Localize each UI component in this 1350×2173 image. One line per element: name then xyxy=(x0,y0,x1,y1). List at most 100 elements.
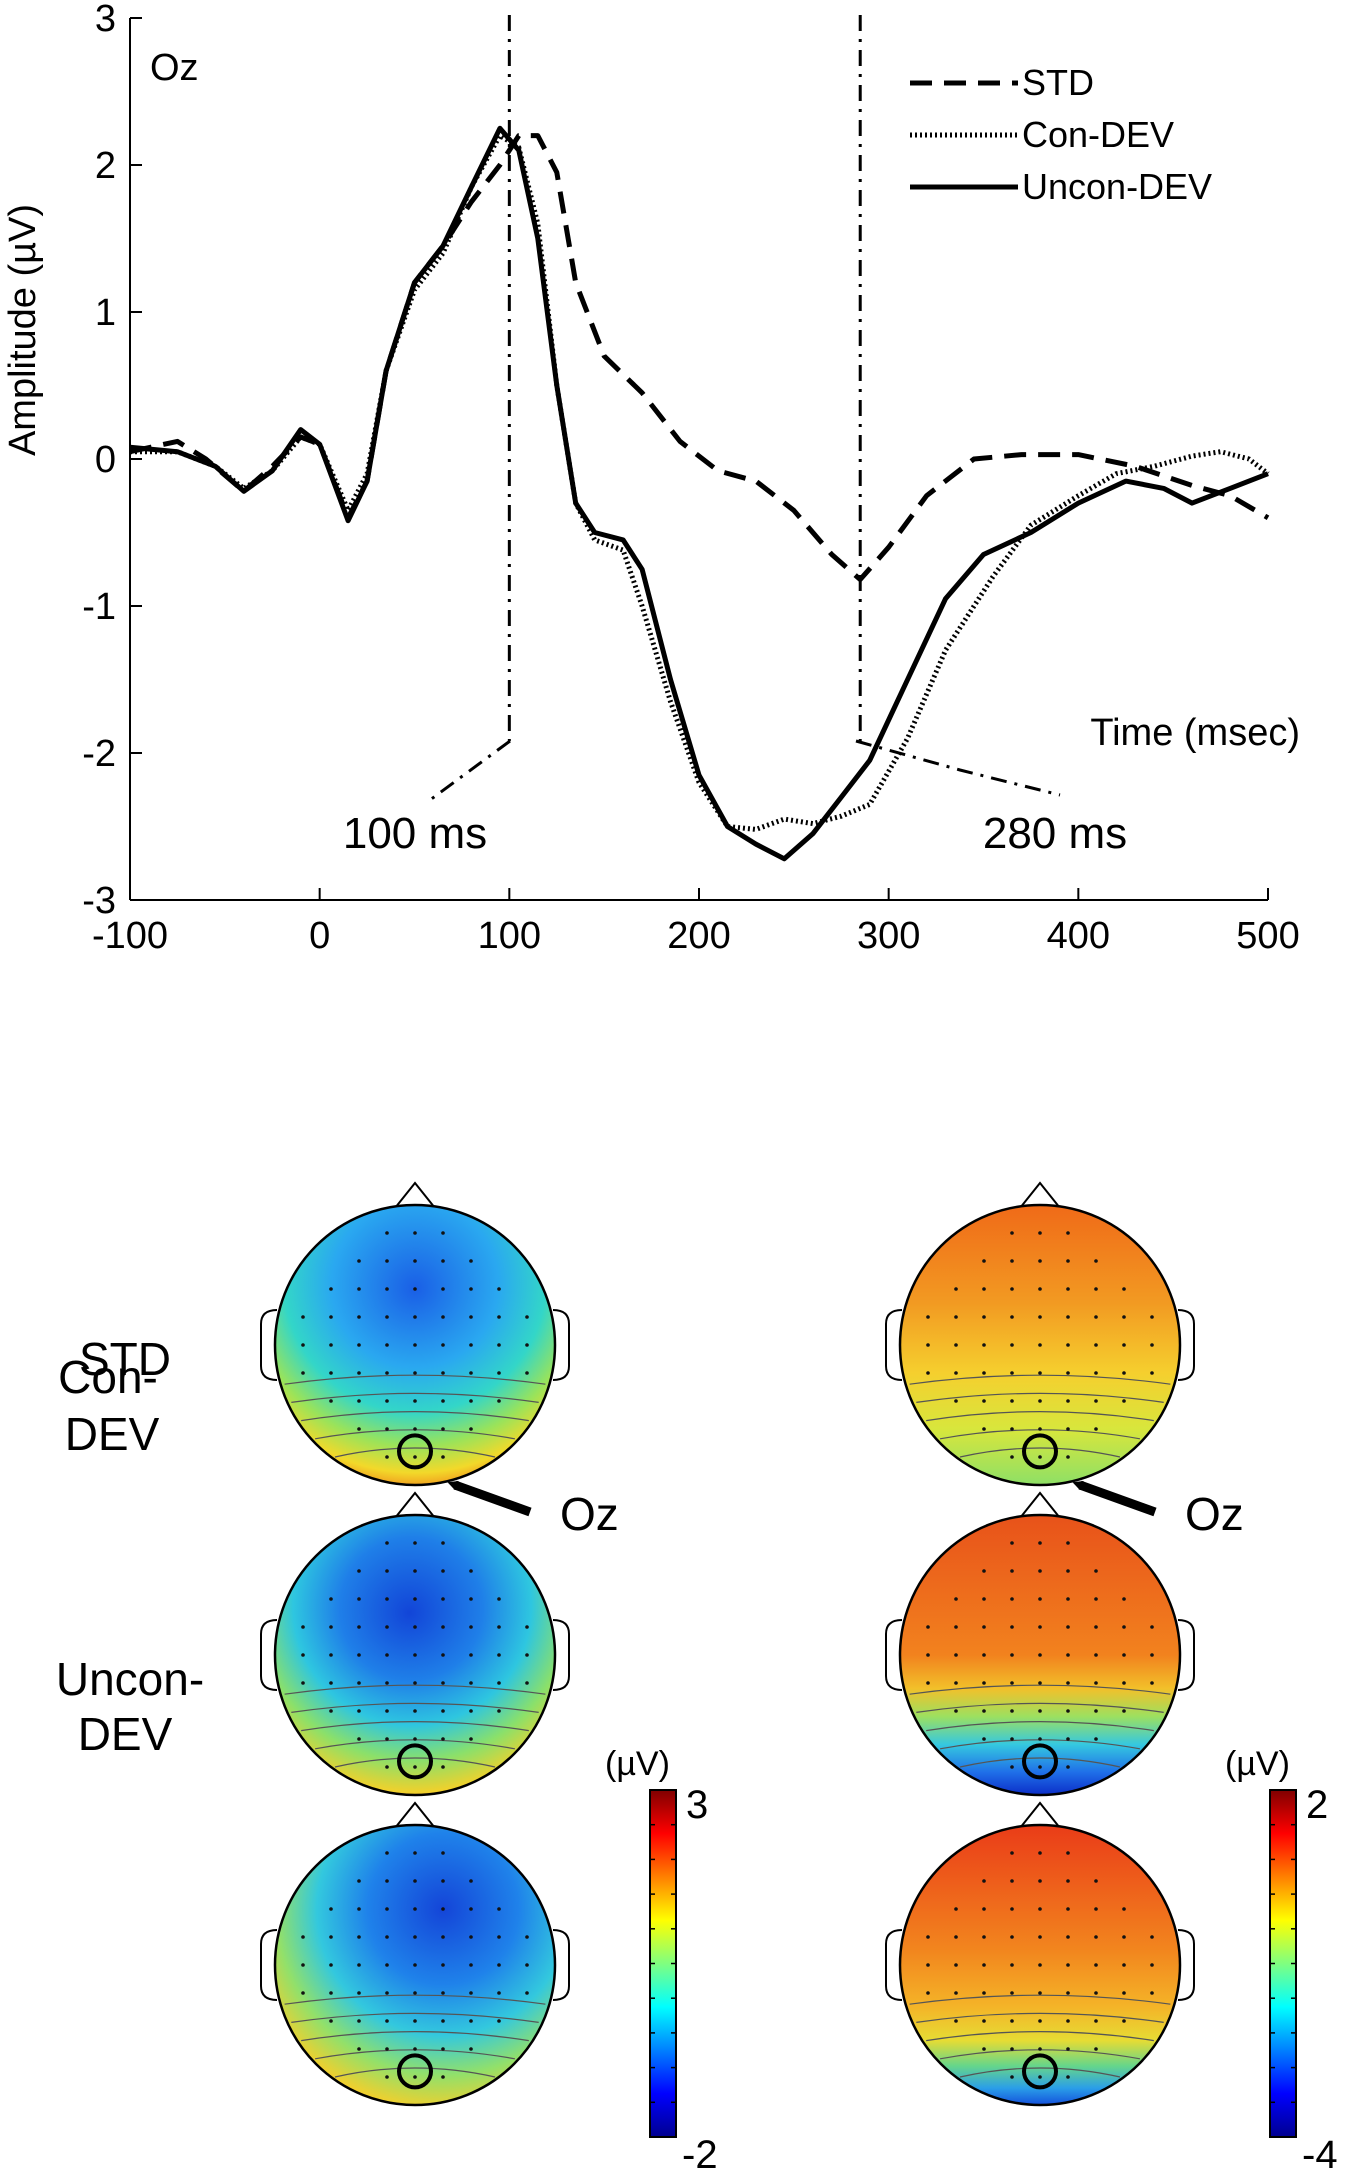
electrode-dot xyxy=(1038,1851,1042,1855)
electrode-dot xyxy=(982,1681,986,1685)
electrode-dot xyxy=(441,1907,445,1911)
x-tick-label: 100 xyxy=(478,915,541,957)
electrode-dot xyxy=(1094,1287,1098,1291)
topomaps: 100 ms 280 ms STD Con- DEV Uncon- DEV Oz… xyxy=(56,809,1338,2173)
electrode-dot xyxy=(385,1625,389,1629)
electrode-dot xyxy=(982,2019,986,2023)
electrode-dot xyxy=(469,1259,473,1263)
electrode-dot xyxy=(497,1399,501,1403)
y-tick-label: -3 xyxy=(82,880,116,922)
electrode-dot xyxy=(1150,1315,1154,1319)
legend: STD Con-DEV Uncon-DEV xyxy=(910,62,1212,207)
electrode-dot xyxy=(441,1569,445,1573)
contour-line xyxy=(916,2012,1164,2023)
electrode-dot xyxy=(441,1541,445,1545)
electrode-dot xyxy=(357,1343,361,1347)
electrode-dot xyxy=(1094,2047,1098,2051)
electrode-dot xyxy=(441,1737,445,1741)
electrode-dot xyxy=(982,1907,986,1911)
electrode-dot xyxy=(413,1653,417,1657)
electrode-dot xyxy=(1038,1399,1042,1403)
electrode-dot xyxy=(441,2019,445,2023)
electrode-dot xyxy=(1094,1907,1098,1911)
electrode-dot xyxy=(1066,1681,1070,1685)
electrode-dot xyxy=(497,1371,501,1375)
electrode-dot xyxy=(1122,1625,1126,1629)
electrode-dot xyxy=(469,1287,473,1291)
electrode-dot xyxy=(1122,1315,1126,1319)
electrode-dot xyxy=(357,1315,361,1319)
contour-line xyxy=(926,2031,1154,2042)
connector-lines xyxy=(429,739,1061,802)
electrode-dot xyxy=(469,1709,473,1713)
oz-label-right: Oz xyxy=(1185,1488,1244,1540)
electrode-dot xyxy=(469,1907,473,1911)
electrode-dot xyxy=(1094,1569,1098,1573)
electrode-dot xyxy=(1038,2047,1042,2051)
electrode-dot xyxy=(1094,1625,1098,1629)
electrode-dot xyxy=(982,1625,986,1629)
contour-line xyxy=(284,1684,546,1695)
electrode-dot xyxy=(1010,1427,1014,1431)
oz-electrode-circle xyxy=(397,1433,433,1470)
electrode-dot xyxy=(329,1935,333,1939)
electrode-dot xyxy=(1066,1427,1070,1431)
electrode-dot xyxy=(469,1737,473,1741)
electrode-dot xyxy=(954,1935,958,1939)
colorbar-right-min: -4 xyxy=(1302,2133,1338,2168)
electrode-dot xyxy=(413,1765,417,1769)
electrode-dot xyxy=(1038,1907,1042,1911)
y-tick-label: 2 xyxy=(95,145,116,187)
head-maps xyxy=(260,1181,1195,2107)
electrode-dot xyxy=(954,1625,958,1629)
electrode-dot xyxy=(357,1625,361,1629)
electrode-dot xyxy=(954,1315,958,1319)
electrode-dot xyxy=(926,1963,930,1967)
electrode-dot xyxy=(1010,1343,1014,1347)
contour-line xyxy=(334,1447,496,1458)
electrode-dot xyxy=(497,1963,501,1967)
y-axis-label: Amplitude (µV) xyxy=(2,204,44,456)
electrode-dot xyxy=(525,1315,529,1319)
electrode-dot xyxy=(385,1737,389,1741)
electrode-dot xyxy=(413,1851,417,1855)
electrode-dot xyxy=(441,1259,445,1263)
electrode-dot xyxy=(413,1963,417,1967)
electrode-dot xyxy=(1066,1935,1070,1939)
nose xyxy=(1019,1181,1061,1209)
left-ear xyxy=(260,1309,278,1381)
colorbar-left-unit: (µV) xyxy=(605,1745,670,1783)
electrode-dot xyxy=(1066,1455,1070,1459)
right-ear xyxy=(552,1309,570,1381)
electrode-dot xyxy=(413,1991,417,1995)
electrode-dot xyxy=(525,1343,529,1347)
electrode-dot xyxy=(329,1709,333,1713)
electrode-dot xyxy=(329,2019,333,2023)
electrode-dot xyxy=(469,1315,473,1319)
x-tick-label: 200 xyxy=(667,915,730,957)
arrow-right xyxy=(1072,1480,1157,1517)
electrode-dot xyxy=(926,1315,930,1319)
electrode-dot xyxy=(385,1287,389,1291)
contour-line xyxy=(959,2067,1121,2078)
electrode-dot xyxy=(329,1681,333,1685)
electrode-dot xyxy=(413,1625,417,1629)
electrode-dot xyxy=(1010,1737,1014,1741)
electrode-dot xyxy=(982,1991,986,1995)
electrode-dot xyxy=(1010,1541,1014,1545)
electrode-dot xyxy=(1066,1287,1070,1291)
electrode-dot xyxy=(1094,1399,1098,1403)
electrode-dot xyxy=(329,1399,333,1403)
electrode-dot xyxy=(1066,1231,1070,1235)
electrode-dot xyxy=(385,1569,389,1573)
electrode-dot xyxy=(1066,1541,1070,1545)
row-label-uncon-line2: DEV xyxy=(78,1708,173,1760)
x-tick-label: -100 xyxy=(92,915,168,957)
electrode-dot xyxy=(954,1371,958,1375)
electrode-dot xyxy=(441,1653,445,1657)
electrode-dot xyxy=(357,1427,361,1431)
electrode-dot xyxy=(982,1709,986,1713)
electrode-dot xyxy=(441,1625,445,1629)
oz-electrode-circle xyxy=(1022,2053,1058,2090)
oz-electrode-circle xyxy=(1022,1743,1058,1780)
